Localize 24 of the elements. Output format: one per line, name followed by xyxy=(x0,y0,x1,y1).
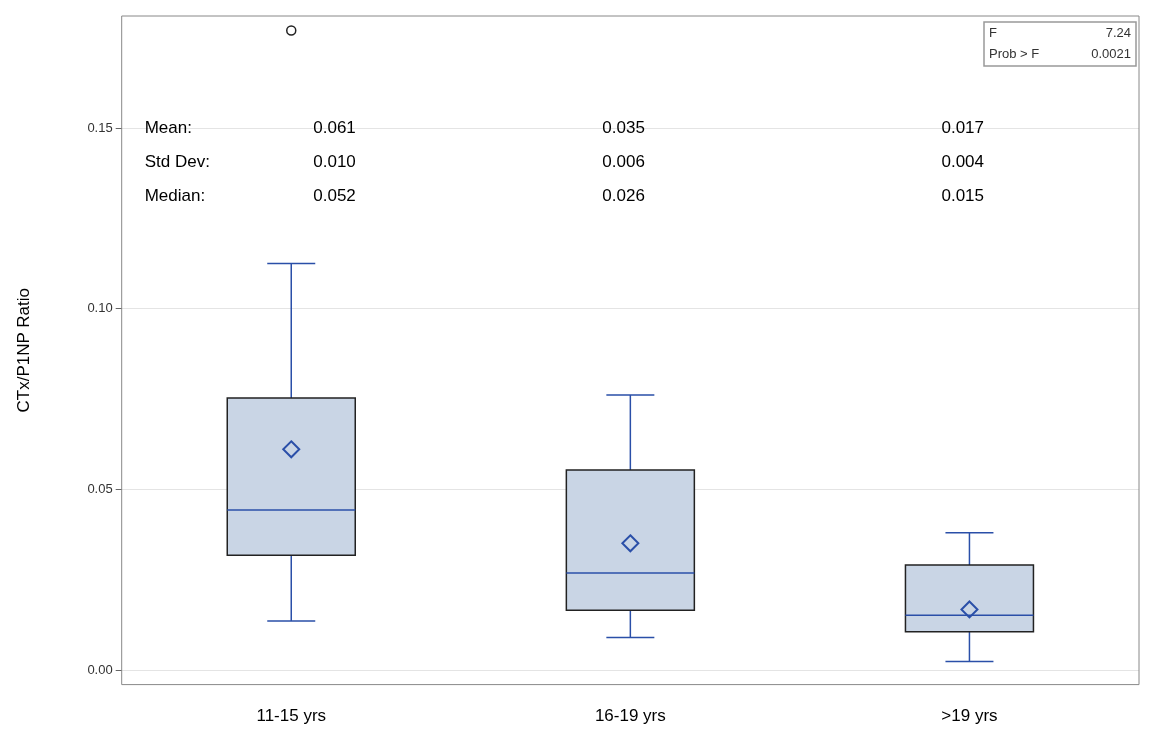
annotation: 0.017 xyxy=(941,117,984,137)
annotation: 0.061 xyxy=(313,117,356,137)
x-tick-label: 11-15 yrs xyxy=(256,706,327,726)
annotation: Mean: xyxy=(144,117,192,137)
annotation: Median: xyxy=(144,185,206,205)
annotation: 0.015 xyxy=(941,185,984,205)
annotation: Std Dev: xyxy=(144,151,210,171)
annotation: 0.004 xyxy=(941,151,984,171)
annotation: 0.0021 xyxy=(1091,45,1131,61)
annotation: F xyxy=(989,24,997,40)
y-tick-label: 0.00 xyxy=(87,661,113,677)
y-tick-label: 0.05 xyxy=(87,481,113,497)
x-tick-label: >19 yrs xyxy=(941,706,998,726)
annotation: 0.026 xyxy=(602,185,645,205)
annotation: 0.052 xyxy=(313,185,356,205)
annotation: Prob > F xyxy=(989,45,1040,61)
x-tick-label: 16-19 yrs xyxy=(594,706,666,726)
y-tick-label: 0.10 xyxy=(87,300,113,316)
annotation: 0.010 xyxy=(313,151,356,171)
y-tick-label: 0.15 xyxy=(87,119,113,135)
annotation: 0.006 xyxy=(602,151,645,171)
annotation: 0.035 xyxy=(602,117,645,137)
annotation: 7.24 xyxy=(1105,24,1131,40)
y-axis-title: CTx/P1NP Ratio xyxy=(13,288,33,413)
